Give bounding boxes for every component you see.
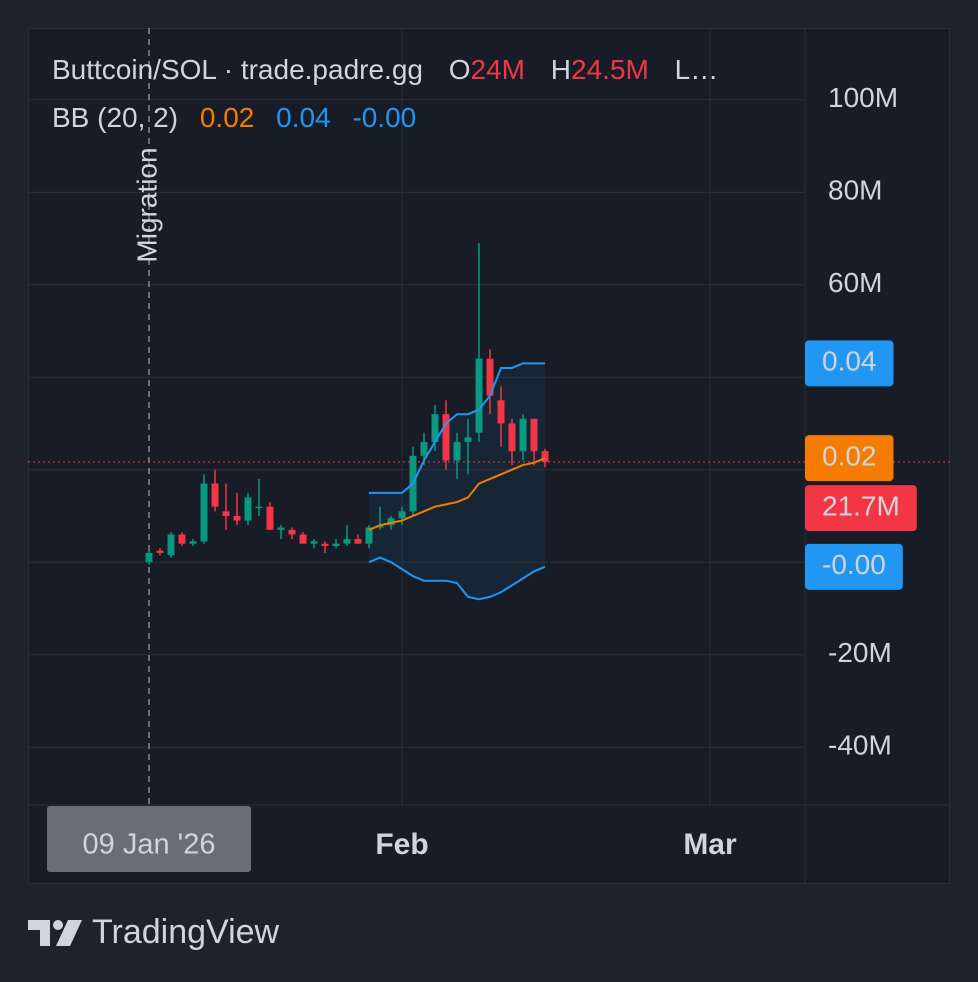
- y-tick-label: 60M: [828, 267, 882, 298]
- candle-body: [310, 541, 318, 544]
- price-badge: [805, 543, 903, 590]
- logo-mark: [56, 920, 82, 946]
- legend-header: Buttcoin/SOL · trade.padre.gg O24M H24.5…: [52, 54, 718, 85]
- candle-body: [519, 418, 527, 452]
- candle-body: [453, 441, 461, 461]
- logo-mark: [28, 920, 50, 946]
- x-tick-label: Feb: [375, 828, 428, 861]
- indicator-name: BB (20, 2): [52, 102, 178, 133]
- candle-body: [343, 539, 351, 544]
- price-badge-label: -0.00: [822, 549, 886, 580]
- candle-body: [266, 506, 274, 530]
- candle-body: [541, 451, 549, 462]
- price-badge: [805, 435, 894, 482]
- overlay: 0.04 0.02 21.7M -0.00 09 Jan '26: [28, 340, 950, 872]
- candle-body: [387, 518, 395, 526]
- candle-body: [431, 414, 439, 442]
- y-tick-label: 100M: [828, 82, 898, 113]
- candle-body: [288, 529, 296, 535]
- candle-body: [189, 541, 197, 544]
- low-label: L…: [675, 54, 719, 85]
- logo-mark: [53, 920, 63, 930]
- candle-body: [200, 483, 208, 542]
- band-line: [368, 457, 546, 531]
- y-tick-label: -40M: [828, 730, 892, 761]
- price-badge: [805, 340, 894, 387]
- brand-name: TradingView: [92, 913, 280, 951]
- indicator-legend: BB (20, 2) 0.02 0.04 -0.00: [52, 102, 416, 133]
- y-tick-label: -20M: [828, 637, 892, 668]
- x-tick-label: Mar: [683, 828, 737, 861]
- price-badge-label: 0.02: [822, 441, 877, 472]
- candle-body: [332, 543, 340, 546]
- candle-body: [530, 418, 538, 452]
- candle-body: [277, 527, 285, 530]
- candle-body: [244, 497, 252, 521]
- brand-logo: TradingView: [28, 913, 280, 951]
- price-badge-label: 21.7M: [822, 491, 900, 522]
- band-line: [369, 362, 545, 494]
- indicator-value: 0.02: [200, 102, 255, 133]
- candle-body: [508, 423, 516, 452]
- candle-body: [365, 527, 373, 544]
- symbol-title: Buttcoin/SOL · trade.padre.gg: [52, 54, 423, 85]
- candle-body: [497, 400, 505, 424]
- candle-body: [464, 437, 472, 442]
- open-label: O: [449, 54, 471, 85]
- chart-frame: [28, 28, 950, 884]
- candle-body: [156, 550, 164, 553]
- candle-body: [255, 506, 263, 509]
- plot: [145, 243, 549, 601]
- candle-body: [178, 534, 186, 544]
- y-tick-label: 80M: [828, 175, 882, 206]
- candle-body: [167, 534, 175, 556]
- price-badge: [805, 485, 917, 532]
- price-badge-label: 0.04: [822, 346, 877, 377]
- candle-body: [145, 552, 153, 563]
- high-value: 24.5M: [571, 54, 649, 85]
- crosshair-label: 09 Jan '26: [83, 829, 216, 861]
- candle-body: [486, 358, 494, 396]
- high-label: H: [551, 54, 571, 85]
- candle-body: [211, 483, 219, 507]
- candle-body: [442, 414, 450, 461]
- candle-body: [475, 358, 483, 433]
- candle-body: [376, 525, 384, 528]
- candle-body: [222, 511, 230, 516]
- event-label: Migration: [131, 147, 162, 262]
- crosshair-badge: [47, 806, 251, 872]
- candle-body: [299, 534, 307, 544]
- candle-body: [420, 441, 428, 456]
- band-line: [368, 556, 546, 601]
- candle-body: [321, 543, 329, 546]
- candle-body: [233, 515, 241, 521]
- candle-body: [398, 511, 406, 519]
- indicator-value: 0.04: [276, 102, 331, 133]
- indicator-value: -0.00: [352, 102, 416, 133]
- candle-body: [354, 539, 362, 544]
- open-value: 24M: [471, 54, 525, 85]
